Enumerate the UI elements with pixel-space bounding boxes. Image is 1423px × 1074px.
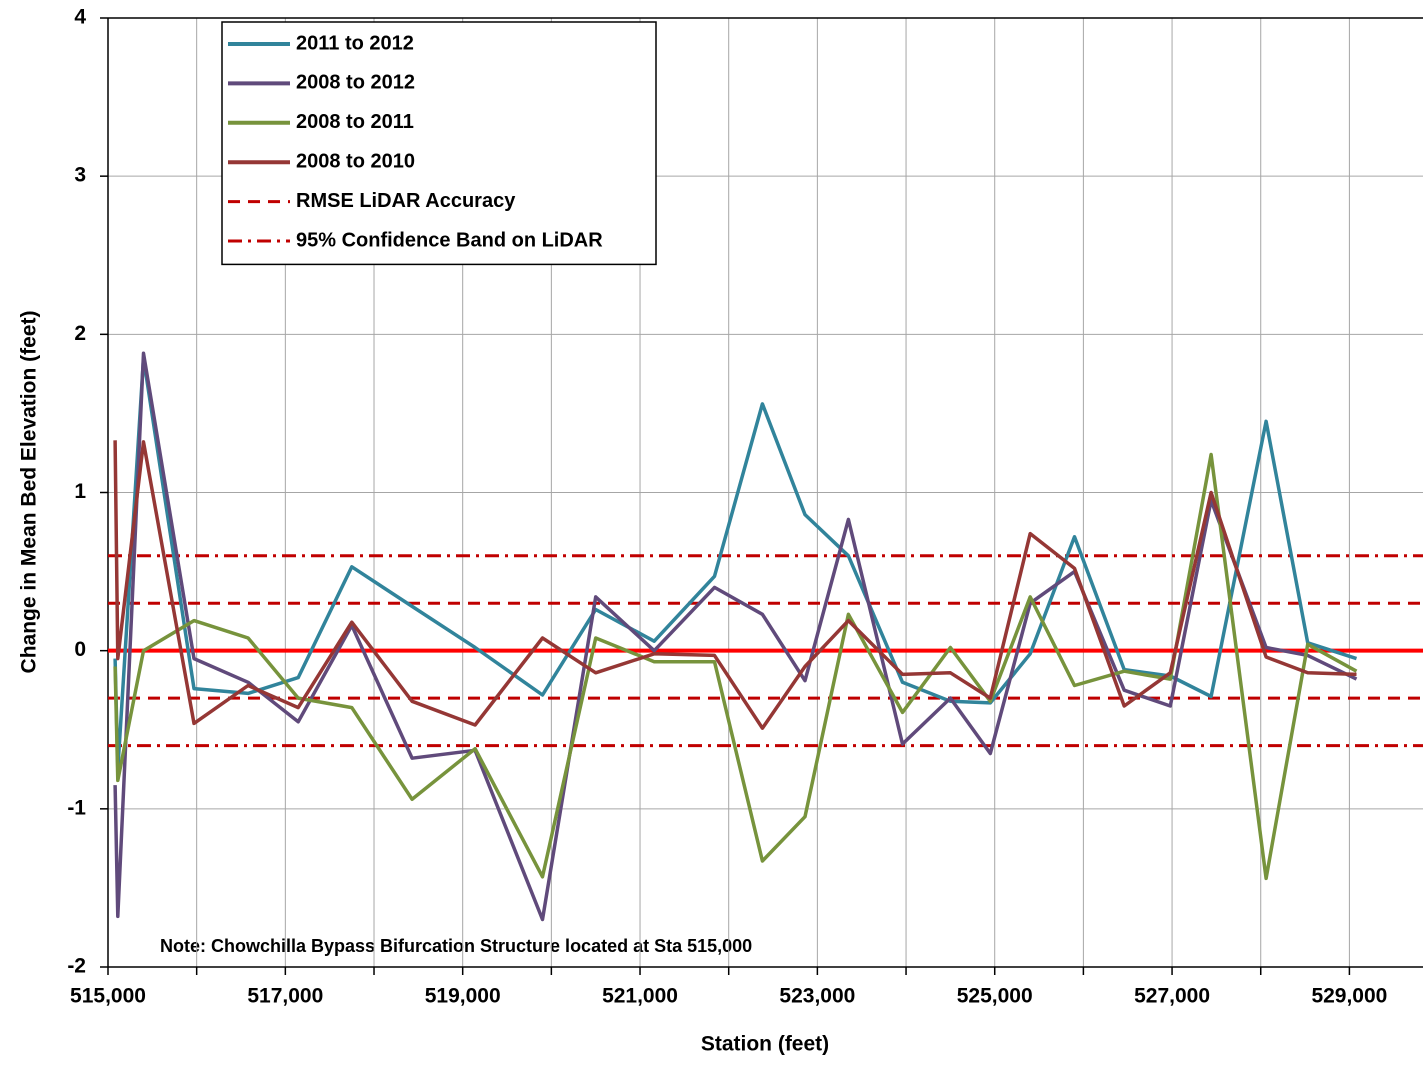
x-tick-label: 519,000 <box>425 985 501 1008</box>
series-line <box>113 452 1358 881</box>
legend-label: 2008 to 2010 <box>296 150 415 172</box>
y-tick-label: -2 <box>67 955 86 978</box>
y-tick-label: 4 <box>74 6 86 29</box>
y-tick-label: 1 <box>74 480 86 503</box>
x-tick-label: 523,000 <box>779 985 855 1008</box>
legend-box <box>221 21 657 266</box>
x-tick-label: 521,000 <box>602 985 678 1008</box>
x-axis-label: Station (feet) <box>701 1033 829 1056</box>
series-line <box>113 356 1358 772</box>
legend-label: RMSE LiDAR Accuracy <box>296 190 516 212</box>
y-tick-label: 2 <box>74 322 86 345</box>
x-tick-label: 527,000 <box>1134 985 1210 1008</box>
x-tick-label: 515,000 <box>70 985 146 1008</box>
x-tick-label: 517,000 <box>247 985 323 1008</box>
x-tick-label: 525,000 <box>957 985 1033 1008</box>
x-tick-label: 529,000 <box>1311 985 1387 1008</box>
annotation: Note: Chowchilla Bypass Bifurcation Stru… <box>160 936 752 956</box>
legend-label: 2008 to 2012 <box>296 72 415 94</box>
y-tick-label: 0 <box>74 638 86 661</box>
y-tick-label: -1 <box>67 796 86 819</box>
y-tick-label: 3 <box>74 164 86 187</box>
legend-label: 2011 to 2012 <box>296 32 414 54</box>
legend-label: 95% Confidence Band on LiDAR <box>296 229 603 251</box>
legend: 2011 to 2012 2008 to 2012 2008 to 2011 2008… <box>221 21 657 266</box>
series-line <box>113 351 1358 922</box>
series-line <box>113 440 1357 730</box>
y-axis-label: Change in Mean Bed Elevation (feet) <box>18 311 41 674</box>
legend-label: 2008 to 2011 <box>296 111 414 133</box>
